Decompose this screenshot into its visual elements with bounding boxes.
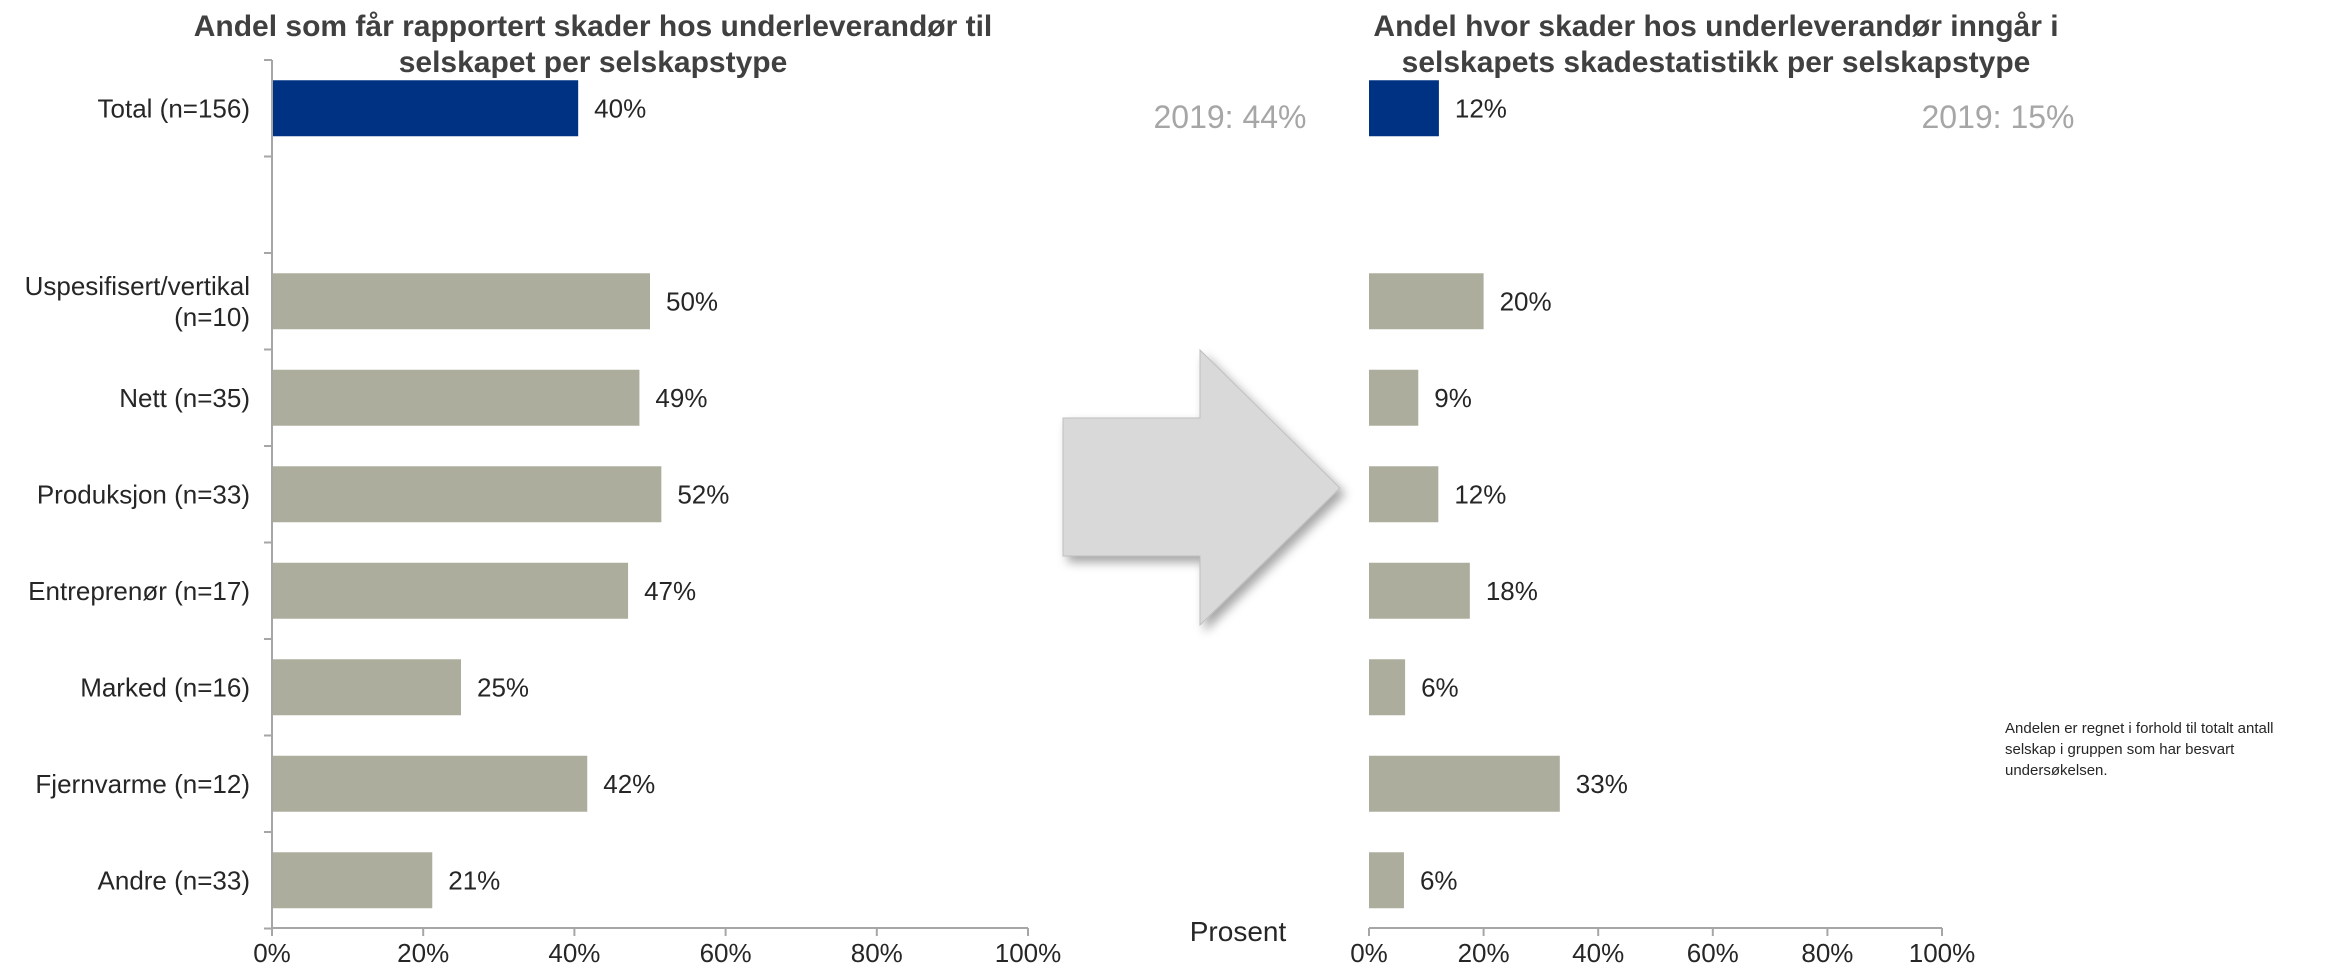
bar-value-label: 25% [477,672,529,702]
x-tick-label: 40% [548,938,600,968]
bar-value-label: 20% [1500,286,1552,316]
bar-value-label: 49% [655,383,707,413]
bar [272,755,588,812]
bar-value-label: 42% [603,769,655,799]
category-label-line: (n=10) [174,302,250,332]
bar-value-label: 6% [1421,672,1459,702]
bar-value-label: 52% [677,479,729,509]
bar [1369,369,1419,426]
x-tick-label: 100% [1909,938,1976,968]
x-tick-label: 60% [700,938,752,968]
bar [1369,562,1470,619]
x-tick-label: 80% [1801,938,1853,968]
arrow-shape [1062,348,1341,627]
bar [1369,852,1404,909]
category-label: Uspesifisert/vertikal (n=10) [25,271,250,332]
bar-value-label: 12% [1455,93,1507,123]
bar [1369,755,1560,812]
bar-value-label: 18% [1486,576,1538,606]
category-label-line: Produksjon (n=33) [37,479,250,509]
chart-right: Andel hvor skader hos underleverandør in… [1190,10,2075,968]
bar [1369,466,1439,523]
chart-left-bars: Total (n=156) 40% Uspesifisert/vertikal (n=… [25,80,729,909]
category-label-line: Fjernvarme (n=12) [35,769,250,799]
bar [1369,273,1484,330]
bar-value-label: 50% [666,286,718,316]
category-label-line: Marked (n=16) [80,672,250,702]
category-label: Marked (n=16) [80,672,250,702]
bar [1369,80,1439,137]
bar [272,659,461,716]
bar [1369,659,1406,716]
bar [272,466,662,523]
bar-value-label: 33% [1576,769,1628,799]
category-label: Entreprenør (n=17) [28,576,250,606]
chart-left-previous-year-note: 2019: 44% [1153,99,1306,135]
chart-left-axes: 0% 20% 40% 60% 80% 100% [253,59,1062,968]
category-label: Nett (n=35) [119,383,250,413]
x-tick-label: 100% [995,938,1062,968]
chart-right-bars: 12% 20% 9% 12% 18% 6% 33% 6% [1369,80,1628,909]
category-label: Produksjon (n=33) [37,479,250,509]
x-tick-label: 60% [1687,938,1739,968]
category-label-line: Entreprenør (n=17) [28,576,250,606]
category-label: Total (n=156) [98,93,250,123]
category-label-line: Andre (n=33) [98,865,250,895]
chart-right-previous-year-note: 2019: 15% [1921,99,2074,135]
bar-value-label: 40% [594,93,646,123]
bar-value-label: 47% [644,576,696,606]
bar-value-label: 9% [1434,383,1472,413]
x-tick-label: 80% [851,938,903,968]
bar-value-label: 21% [448,865,500,895]
x-tick-label: 20% [397,938,449,968]
bar [272,852,433,909]
chart-right-x-axis-label: Prosent [1190,916,1287,947]
category-label: Fjernvarme (n=12) [35,769,250,799]
chart-left: Andel som får rapportert skader hos unde… [25,10,1307,968]
x-tick-label: 40% [1572,938,1624,968]
category-label-line: Nett (n=35) [119,383,250,413]
x-tick-label: 0% [253,938,291,968]
chart-left-title-line-1: Andel som får rapportert skader hos unde… [194,10,993,43]
bar-value-label: 12% [1454,479,1506,509]
chart-right-title-line-2: selskapets skadestatistikk per selskapst… [1402,46,2031,79]
bar [272,273,650,330]
chart-right-axes: 0% 20% 40% 60% 80% 100% [1350,927,1976,968]
category-label-line: Total (n=156) [98,93,250,123]
chart-right-title-line-1: Andel hvor skader hos underleverandør in… [1373,10,2058,43]
bar [272,562,629,619]
category-label-line: Uspesifisert/vertikal [25,271,250,301]
chart-left-title-line-2: selskapet per selskapstype [399,46,788,79]
bar [272,369,640,426]
footnote: Andelen er regnet i forhold til totalt a… [2005,720,2274,779]
category-label: Andre (n=33) [98,865,250,895]
bar-value-label: 6% [1420,865,1458,895]
x-tick-label: 20% [1458,938,1510,968]
bar [272,80,579,137]
x-tick-label: 0% [1350,938,1388,968]
